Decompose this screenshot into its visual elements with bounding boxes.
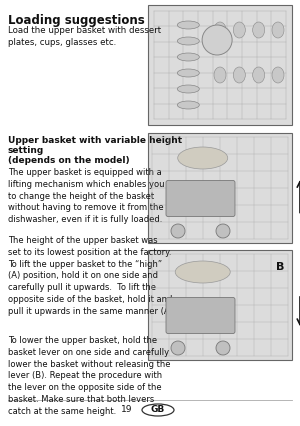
Circle shape: [171, 224, 185, 238]
Text: GB: GB: [151, 406, 165, 414]
Ellipse shape: [177, 101, 199, 109]
Ellipse shape: [272, 22, 284, 38]
Ellipse shape: [178, 147, 228, 169]
Ellipse shape: [253, 22, 265, 38]
Bar: [148, 5, 292, 125]
Text: Loading suggestions: Loading suggestions: [8, 14, 145, 27]
Ellipse shape: [214, 67, 226, 83]
Text: B: B: [276, 262, 284, 272]
Circle shape: [216, 224, 230, 238]
Text: Upper basket with variable height: Upper basket with variable height: [8, 136, 182, 145]
Circle shape: [171, 341, 185, 355]
Ellipse shape: [233, 22, 245, 38]
Ellipse shape: [177, 21, 199, 29]
Ellipse shape: [142, 404, 174, 416]
Ellipse shape: [233, 67, 245, 83]
Ellipse shape: [177, 69, 199, 77]
Ellipse shape: [175, 261, 230, 283]
Circle shape: [216, 341, 230, 355]
Ellipse shape: [202, 25, 232, 55]
Text: To lower the upper basket, hold the
basket lever on one side and carefully
lower: To lower the upper basket, hold the bask…: [8, 336, 170, 416]
Text: The height of the upper basket was
set to its lowest position at the factory.
To: The height of the upper basket was set t…: [8, 236, 175, 316]
Ellipse shape: [272, 67, 284, 83]
Ellipse shape: [214, 22, 226, 38]
Text: (depends on the model): (depends on the model): [8, 156, 130, 165]
Bar: [148, 133, 292, 243]
Text: Load the upper basket with dessert
plates, cups, glasses etc.: Load the upper basket with dessert plate…: [8, 26, 161, 47]
Ellipse shape: [177, 85, 199, 93]
Text: The upper basket is equipped with a
lifting mechanism which enables you
to chang: The upper basket is equipped with a lift…: [8, 168, 164, 224]
Ellipse shape: [177, 53, 199, 61]
FancyBboxPatch shape: [166, 297, 235, 334]
Bar: [148, 250, 292, 360]
Text: setting: setting: [8, 146, 44, 155]
Ellipse shape: [253, 67, 265, 83]
Ellipse shape: [177, 37, 199, 45]
FancyBboxPatch shape: [166, 181, 235, 216]
Text: 19: 19: [121, 406, 132, 414]
